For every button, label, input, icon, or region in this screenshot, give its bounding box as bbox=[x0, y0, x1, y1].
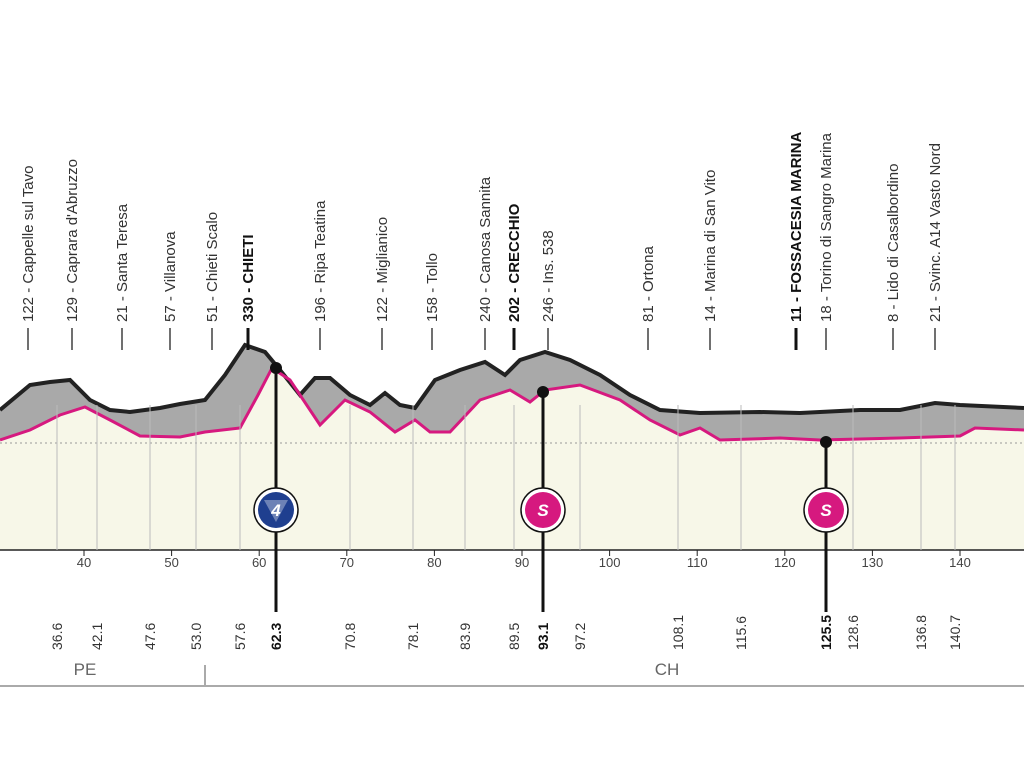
place-label: 21 - Santa Teresa bbox=[114, 203, 131, 322]
badge bbox=[525, 492, 561, 528]
place-label: 51 - Chieti Scalo bbox=[204, 212, 221, 322]
km-label: 62.3 bbox=[268, 623, 284, 650]
axis-tick-label: 40 bbox=[77, 555, 91, 570]
place-label: 196 - Ripa Teatina bbox=[312, 200, 329, 322]
axis-tick-label: 110 bbox=[687, 555, 708, 570]
terrain-fill bbox=[0, 368, 1024, 550]
badge-label: S bbox=[537, 501, 549, 520]
axis-tick-label: 50 bbox=[164, 555, 178, 570]
km-label: 140.7 bbox=[947, 615, 963, 650]
place-label: 330 - CHIETI bbox=[240, 234, 257, 322]
km-label: 93.1 bbox=[535, 623, 551, 650]
place-label: 122 - Miglianico bbox=[374, 217, 391, 322]
road-line bbox=[0, 365, 1024, 442]
badge bbox=[808, 492, 844, 528]
badge-label: S bbox=[820, 501, 832, 520]
km-label: 115.6 bbox=[733, 616, 749, 650]
km-label: 36.6 bbox=[49, 623, 65, 650]
km-label: 108.1 bbox=[670, 615, 686, 650]
km-label: 83.9 bbox=[457, 623, 473, 650]
marker-dot bbox=[820, 436, 832, 448]
place-label: 14 - Marina di San Vito bbox=[702, 170, 719, 322]
km-label: 42.1 bbox=[89, 623, 105, 650]
badge bbox=[258, 492, 294, 528]
place-label: 246 - Ins. 538 bbox=[540, 230, 557, 322]
place-label: 240 - Canosa Sannita bbox=[477, 176, 494, 322]
marker-dot bbox=[270, 362, 282, 374]
place-label: 129 - Caprara d'Abruzzo bbox=[64, 159, 81, 322]
axis-tick-label: 100 bbox=[599, 555, 621, 570]
place-label: 81 - Ortona bbox=[640, 245, 657, 322]
axis-tick-label: 70 bbox=[340, 555, 354, 570]
place-label: 57 - Villanova bbox=[162, 231, 179, 322]
region-label: CH bbox=[655, 660, 680, 679]
axis-tick-label: 80 bbox=[427, 555, 441, 570]
km-label: 125.5 bbox=[818, 615, 834, 650]
marker-dot bbox=[537, 386, 549, 398]
km-label: 89.5 bbox=[506, 623, 522, 650]
km-label: 53.0 bbox=[188, 623, 204, 650]
badge-label: 4 bbox=[270, 501, 281, 520]
axis-tick-label: 120 bbox=[774, 555, 796, 570]
badge-triangle bbox=[264, 500, 288, 522]
km-label: 128.6 bbox=[845, 615, 861, 650]
place-label: 21 - Svinc. A14 Vasto Nord bbox=[927, 143, 944, 322]
km-label: 57.6 bbox=[232, 623, 248, 650]
axis-tick-label: 130 bbox=[862, 555, 884, 570]
km-label: 97.2 bbox=[572, 623, 588, 650]
place-label: 122 - Cappelle sul Tavo bbox=[20, 166, 37, 323]
axis-tick-label: 90 bbox=[515, 555, 529, 570]
place-label: 8 - Lido di Casalbordino bbox=[885, 164, 902, 322]
place-label: 158 - Tollo bbox=[424, 253, 441, 322]
km-label: 78.1 bbox=[405, 623, 421, 650]
elevation-line bbox=[0, 342, 1024, 416]
place-label: 11 - FOSSACESIA MARINA bbox=[788, 132, 805, 322]
km-label: 47.6 bbox=[142, 623, 158, 650]
km-label: 70.8 bbox=[342, 623, 358, 650]
place-label: 202 - CRECCHIO bbox=[506, 203, 523, 322]
place-label: 18 - Torino di Sangro Marina bbox=[818, 132, 835, 322]
axis-tick-label: 60 bbox=[252, 555, 266, 570]
axis-tick-label: 140 bbox=[949, 555, 971, 570]
km-label: 136.8 bbox=[913, 615, 929, 650]
region-label: PE bbox=[74, 660, 97, 679]
